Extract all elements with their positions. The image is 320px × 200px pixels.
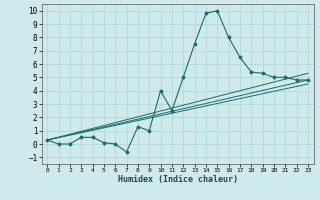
X-axis label: Humidex (Indice chaleur): Humidex (Indice chaleur): [118, 175, 237, 184]
